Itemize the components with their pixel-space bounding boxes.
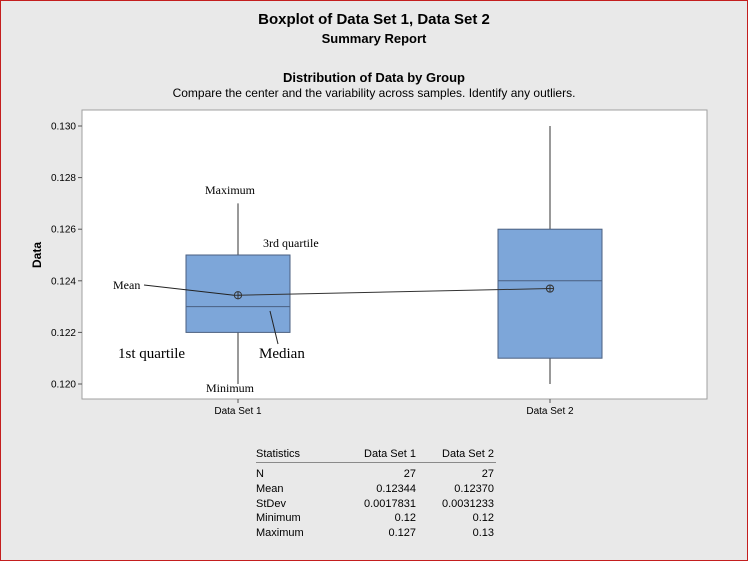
section-subtitle: Compare the center and the variability a… [172, 86, 576, 100]
table-cell: 0.12 [472, 512, 494, 525]
table-row: StDev 0.0017831 0.0031233 [256, 497, 496, 512]
box-iqr [497, 228, 603, 359]
annotation-mean: Mean [113, 278, 140, 292]
table-cell: Mean [256, 482, 284, 495]
y-tick-label: 0.120 [51, 380, 76, 391]
x-tick-label: Data Set 2 [526, 406, 574, 417]
table-cell: 0.0017831 [364, 497, 416, 510]
table-row: Maximum 0.127 0.13 [256, 526, 496, 541]
mean-marker [545, 284, 555, 293]
table-header: Statistics [256, 448, 301, 460]
annotation-maximum: Maximum [205, 183, 256, 197]
median-pointer-line [269, 310, 279, 345]
table-header: Data Set 1 [364, 448, 416, 460]
y-tick-label: 0.122 [51, 328, 76, 339]
table-cell: 0.127 [388, 527, 416, 540]
annotation-first-quartile: 1st quartile [118, 346, 185, 362]
y-tick-label: 0.128 [51, 173, 76, 184]
y-tick-label: 0.130 [51, 122, 76, 133]
annotation-third-quartile: 3rd quartile [263, 236, 319, 250]
boxplot-chart: 0.130 0.128 0.126 0.124 0.122 0.120 Data Data S… [30, 109, 708, 417]
mean-connect-line [237, 288, 551, 296]
annotation-minimum: Minimum [206, 381, 255, 395]
report-subtitle: Summary Report [321, 31, 427, 46]
table-header-row: Statistics Data Set 1 Data Set 2 [256, 446, 496, 463]
y-axis-label: Data [30, 242, 44, 268]
annotation-median: Median [259, 346, 305, 362]
table-cell: Minimum [256, 512, 301, 525]
table-cell: N [256, 468, 264, 480]
table-row: N 27 27 [256, 467, 496, 482]
table-header: Data Set 2 [442, 448, 494, 460]
table-cell: 0.12 [394, 512, 416, 525]
mean-pointer-line [143, 284, 235, 296]
table-cell: 0.0031233 [442, 497, 494, 510]
table-cell: 0.12344 [376, 482, 416, 495]
mean-marker [233, 291, 243, 300]
table-cell: 27 [403, 468, 416, 480]
table-row: Mean 0.12344 0.12370 [256, 482, 496, 497]
section-title: Distribution of Data by Group [283, 70, 465, 85]
y-tick-label: 0.124 [51, 276, 76, 287]
table-cell: StDev [256, 497, 286, 510]
table-cell: 0.13 [472, 527, 494, 540]
table-cell: 0.12370 [454, 482, 494, 495]
y-tick-label: 0.126 [51, 225, 76, 236]
plot-area [81, 109, 708, 400]
statistics-table: Statistics Data Set 1 Data Set 2 N 27 27… [256, 446, 496, 541]
x-tick-label: Data Set 1 [214, 406, 262, 417]
table-row: Minimum 0.12 0.12 [256, 511, 496, 526]
report-title: Boxplot of Data Set 1, Data Set 2 [258, 11, 490, 28]
table-cell: 27 [481, 468, 494, 480]
table-cell: Maximum [256, 527, 304, 540]
